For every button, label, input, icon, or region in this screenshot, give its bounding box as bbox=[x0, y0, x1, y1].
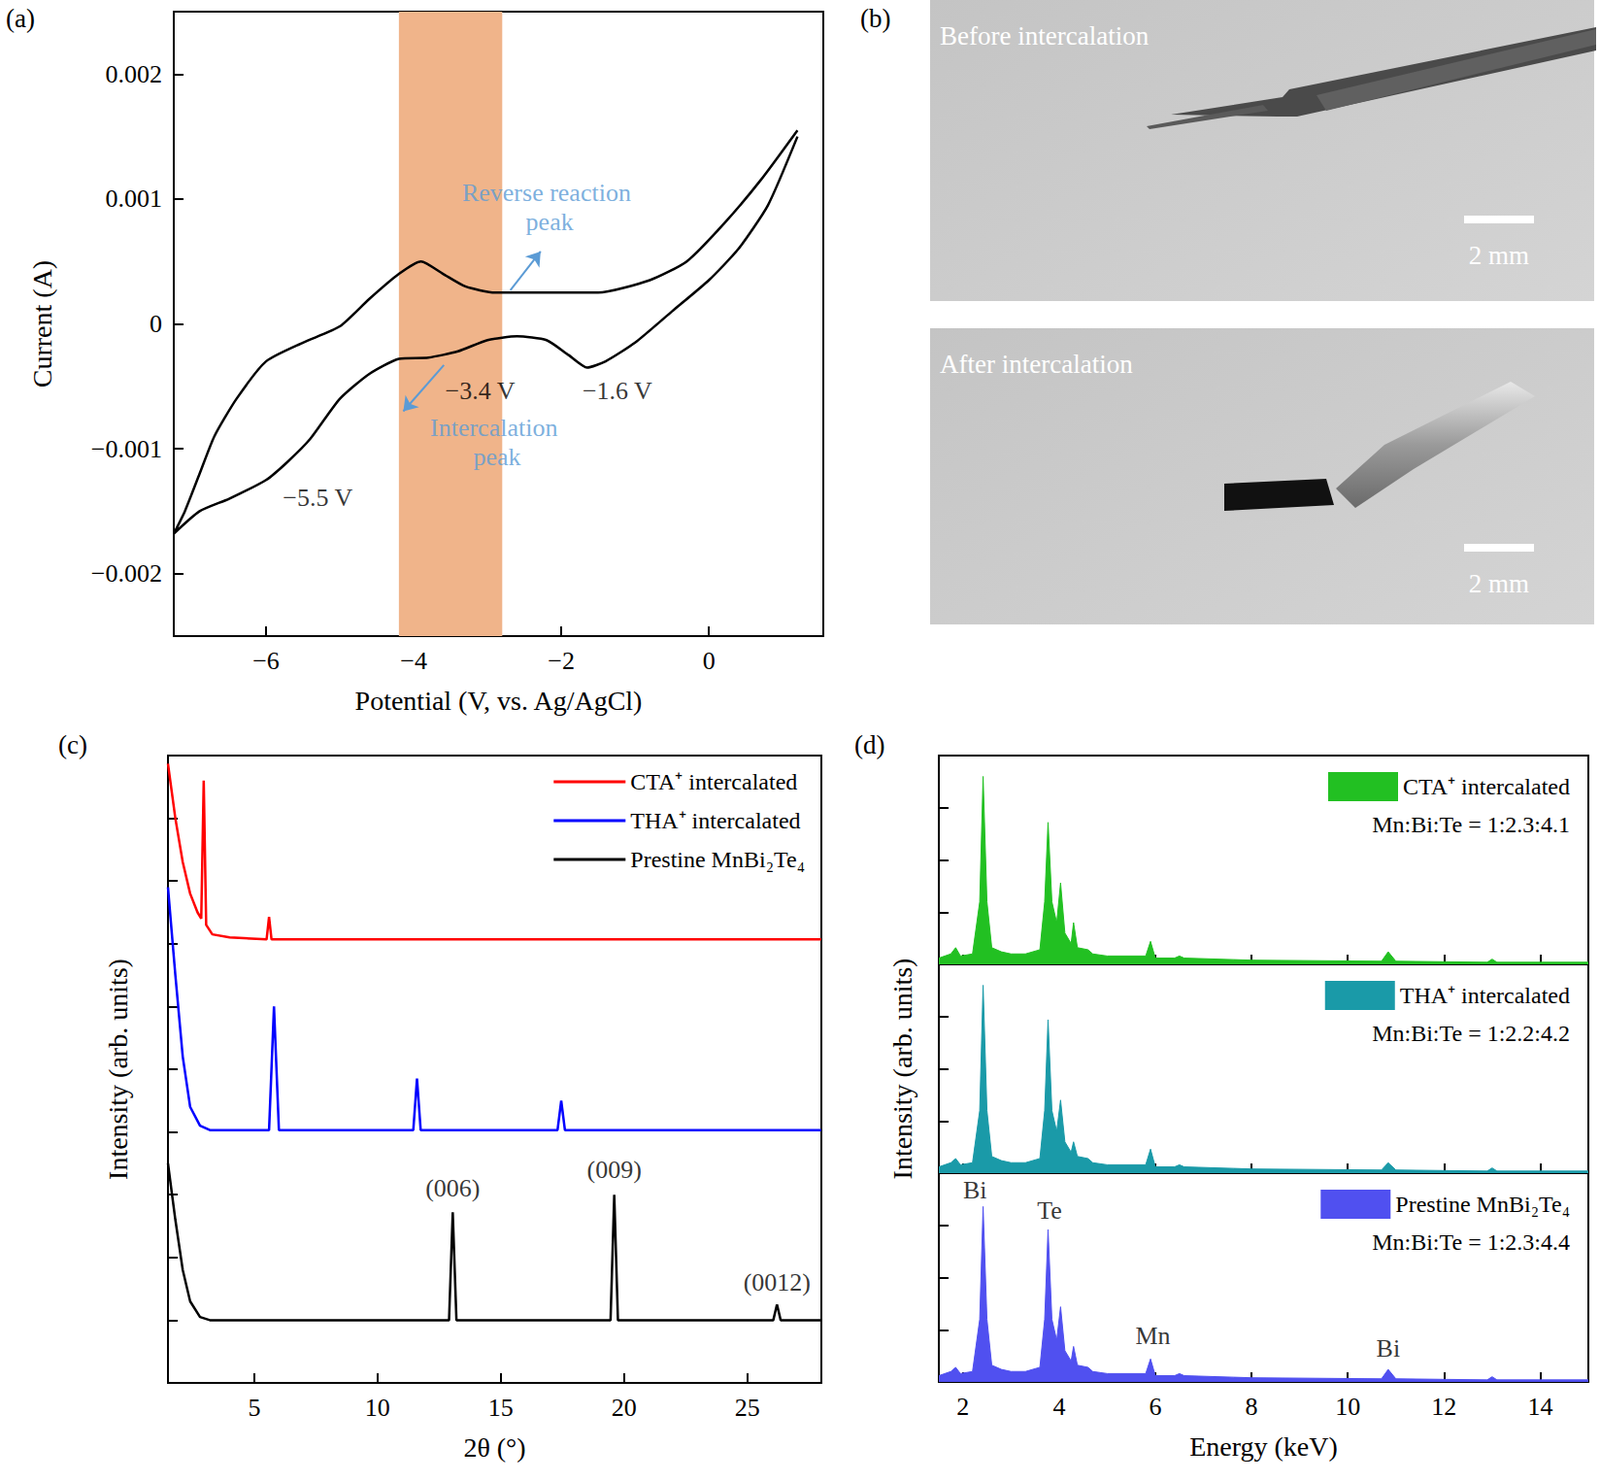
svg-text:(006): (006) bbox=[425, 1173, 480, 1202]
svg-text:5: 5 bbox=[247, 1393, 261, 1422]
svg-text:12: 12 bbox=[1431, 1392, 1457, 1421]
svg-text:8: 8 bbox=[1245, 1392, 1259, 1421]
svg-text:Prestine MnBi₂Te₄: Prestine MnBi₂Te₄ bbox=[630, 846, 805, 872]
html-text:(a): (a) bbox=[5, 3, 35, 34]
html-text:(d): (d) bbox=[854, 730, 885, 760]
svg-text:Mn:Bi:Te = 1:2.3:4.4: Mn:Bi:Te = 1:2.3:4.4 bbox=[1371, 1229, 1570, 1255]
svg-text:THA⁺ intercalated: THA⁺ intercalated bbox=[630, 807, 800, 834]
svg-text:Intensity (arb. units): Intensity (arb. units) bbox=[102, 958, 134, 1180]
svg-text:2θ (°): 2θ (°) bbox=[463, 1432, 526, 1463]
svg-text:0.002: 0.002 bbox=[105, 60, 164, 89]
svg-text:25: 25 bbox=[734, 1393, 761, 1422]
svg-text:CTA⁺ intercalated: CTA⁺ intercalated bbox=[1402, 773, 1570, 800]
svg-text:Potential (V, vs. Ag/AgCl): Potential (V, vs. Ag/AgCl) bbox=[355, 685, 643, 716]
svg-text:0: 0 bbox=[149, 309, 163, 338]
svg-text:0.001: 0.001 bbox=[105, 184, 164, 213]
svg-text:Te: Te bbox=[1036, 1196, 1063, 1225]
svg-text:Bi: Bi bbox=[1376, 1333, 1401, 1363]
svg-text:−0.001: −0.001 bbox=[91, 434, 163, 464]
svg-text:CTA⁺ intercalated: CTA⁺ intercalated bbox=[630, 768, 798, 795]
svg-text:10: 10 bbox=[365, 1393, 391, 1422]
svg-text:Energy (keV): Energy (keV) bbox=[1189, 1431, 1338, 1462]
svg-text:−5.5 V: −5.5 V bbox=[282, 483, 353, 512]
svg-text:0: 0 bbox=[702, 646, 716, 675]
svg-text:(009): (009) bbox=[587, 1155, 642, 1184]
svg-text:Mn: Mn bbox=[1134, 1321, 1170, 1350]
html-text:(c): (c) bbox=[58, 730, 88, 760]
svg-text:THA⁺ intercalated: THA⁺ intercalated bbox=[1400, 982, 1570, 1008]
svg-text:20: 20 bbox=[611, 1393, 637, 1422]
svg-text:2 mm: 2 mm bbox=[1468, 240, 1530, 270]
svg-text:−0.002: −0.002 bbox=[91, 559, 163, 588]
svg-text:14: 14 bbox=[1527, 1392, 1553, 1421]
svg-text:−2: −2 bbox=[547, 646, 575, 675]
svg-text:Intensity (arb. units): Intensity (arb. units) bbox=[887, 958, 918, 1180]
svg-text:Current (A): Current (A) bbox=[27, 260, 58, 388]
svg-text:−6: −6 bbox=[252, 646, 280, 675]
svg-text:peak: peak bbox=[472, 442, 521, 471]
svg-text:(0012): (0012) bbox=[743, 1267, 811, 1297]
svg-text:Bi: Bi bbox=[963, 1175, 988, 1204]
svg-text:−1.6 V: −1.6 V bbox=[582, 376, 653, 405]
svg-text:2 mm: 2 mm bbox=[1468, 568, 1530, 599]
html-text:(b): (b) bbox=[860, 3, 891, 34]
svg-text:15: 15 bbox=[488, 1393, 514, 1422]
svg-text:10: 10 bbox=[1334, 1392, 1361, 1421]
svg-text:After intercalation: After intercalation bbox=[939, 349, 1134, 379]
svg-text:peak: peak bbox=[519, 207, 574, 236]
svg-text:6: 6 bbox=[1149, 1392, 1163, 1421]
svg-text:Intercalation: Intercalation bbox=[430, 413, 565, 442]
svg-text:−3.4 V: −3.4 V bbox=[445, 376, 516, 405]
svg-text:4: 4 bbox=[1052, 1392, 1066, 1421]
svg-text:Prestine MnBi₂Te₄: Prestine MnBi₂Te₄ bbox=[1395, 1191, 1570, 1217]
svg-text:Mn:Bi:Te = 1:2.2:4.2: Mn:Bi:Te = 1:2.2:4.2 bbox=[1371, 1020, 1570, 1046]
svg-text:Before intercalation: Before intercalation bbox=[939, 21, 1150, 51]
svg-text:2: 2 bbox=[956, 1392, 969, 1421]
svg-text:Mn:Bi:Te = 1:2.3:4.1: Mn:Bi:Te = 1:2.3:4.1 bbox=[1371, 811, 1570, 837]
svg-text:−4: −4 bbox=[400, 646, 428, 675]
svg-text:Reverse reaction: Reverse reaction bbox=[462, 178, 632, 207]
